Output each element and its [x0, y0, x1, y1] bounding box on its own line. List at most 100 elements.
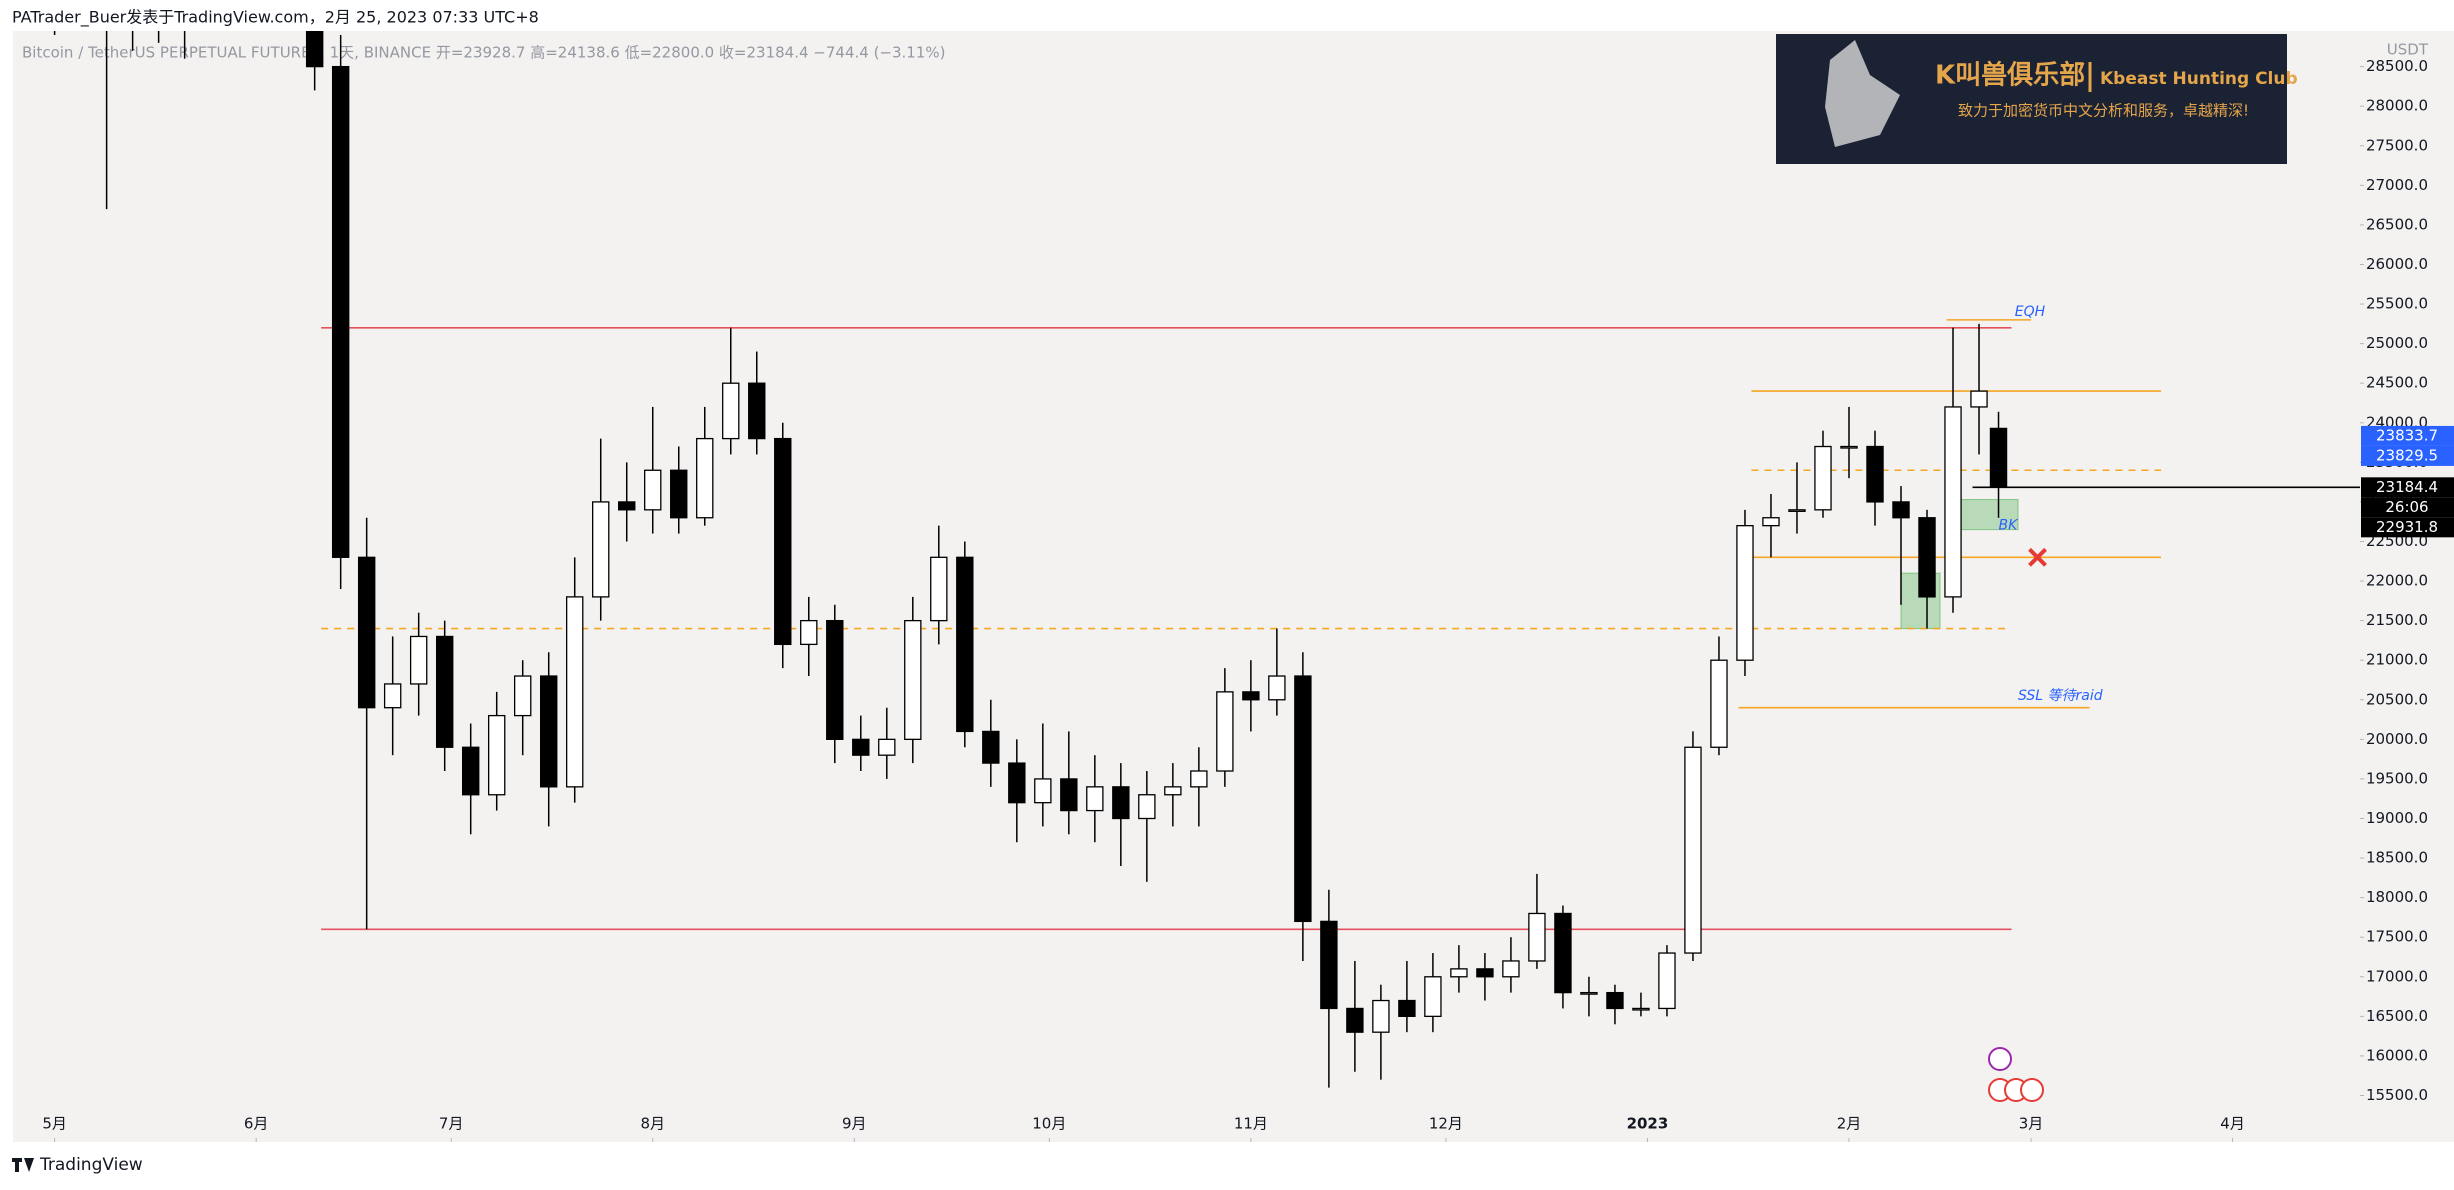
- legend: Bitcoin / TetherUS PERPETUAL FUTURES, 1天…: [22, 44, 946, 62]
- candle-body: [1684, 746, 1702, 954]
- candle-body: [1372, 999, 1390, 1033]
- y-tick-label: 20500.0: [2366, 690, 2428, 708]
- candle-body: [696, 437, 714, 519]
- candle-body: [1320, 920, 1338, 1010]
- x-tick-label: 7月: [439, 1115, 464, 1133]
- candle-body: [1632, 1007, 1650, 1011]
- y-tick-label: 28500.0: [2366, 57, 2428, 75]
- x-tick-label: 10月: [1032, 1115, 1066, 1133]
- candle-body: [47, 0, 63, 3]
- candle-body: [409, 635, 428, 685]
- annotation: EQH: [2015, 304, 2046, 320]
- x-tick-label: 9月: [842, 1115, 867, 1133]
- price-badge: [2361, 517, 2454, 538]
- candle-body: [487, 714, 506, 796]
- banner-logo: [1825, 40, 1900, 147]
- candle-body: [1840, 445, 1858, 449]
- candle-body: [1060, 778, 1078, 812]
- candle-body: [1736, 525, 1754, 661]
- candle-body: [748, 382, 766, 440]
- candle-body: [540, 675, 558, 788]
- price-badge-label: 23833.7: [2376, 426, 2438, 444]
- price-badge: [2361, 425, 2454, 446]
- candle-body: [1476, 968, 1494, 978]
- y-tick-label: 18000.0: [2366, 888, 2428, 906]
- candle-body: [1866, 445, 1884, 503]
- x-tick-label: 8月: [640, 1115, 665, 1133]
- candle-body: [1450, 968, 1468, 978]
- y-tick-label: 25500.0: [2366, 295, 2428, 313]
- y-tick-label: 22000.0: [2366, 572, 2428, 590]
- price-badge-label: 22931.8: [2376, 518, 2438, 536]
- x-tick-label: 2023: [1627, 1115, 1669, 1133]
- candle-body: [826, 619, 844, 740]
- candle-body: [1086, 786, 1104, 812]
- candle-body: [461, 746, 480, 796]
- candle-body: [982, 730, 1000, 764]
- candle-body: [1294, 675, 1312, 923]
- marker: [2028, 547, 2047, 567]
- candle-body: [722, 382, 740, 440]
- candle-body: [1658, 952, 1676, 1010]
- x-tick-label: 2月: [1837, 1115, 1862, 1133]
- banner-tagline: 致力于加密货币中文分析和服务，卓越精深!: [1958, 102, 2249, 120]
- plot: EQH SSL 等待raid BK: [47, 0, 2360, 1088]
- event-icons: [1988, 1047, 2044, 1102]
- header: PATrader_Buer发表于TradingView.com，2月 25, 2…: [12, 8, 539, 28]
- annotation: BK: [1999, 518, 2020, 534]
- candle-body: [566, 596, 584, 788]
- candle-body: [331, 65, 350, 558]
- y-tick-label: 16500.0: [2366, 1007, 2428, 1025]
- candle-body: [644, 469, 662, 511]
- candle-body: [435, 635, 454, 748]
- y-tick-label: 16000.0: [2366, 1046, 2428, 1064]
- candle-body: [1580, 991, 1598, 995]
- candle-body: [1138, 794, 1156, 820]
- candle-body: [1788, 509, 1806, 512]
- candle-body: [305, 31, 324, 68]
- candle-body: [1242, 691, 1260, 701]
- candle-body: [904, 619, 922, 740]
- candle-body: [1944, 406, 1962, 598]
- banner-subtitle: Kbeast Hunting Club: [2100, 69, 2298, 89]
- candle-body: [852, 738, 870, 756]
- candle-body: [1528, 912, 1546, 962]
- candle-body: [1424, 976, 1442, 1018]
- y-tick-label: 20000.0: [2366, 730, 2428, 748]
- y-tick-label: 27500.0: [2366, 136, 2428, 154]
- candle-body: [670, 469, 688, 519]
- y-tick-label: 27000.0: [2366, 176, 2428, 194]
- y-tick-label: 17000.0: [2366, 967, 2428, 985]
- candle-body: [1970, 390, 1988, 408]
- candle-body: [1918, 517, 1936, 598]
- y-tick-label: 26000.0: [2366, 255, 2428, 273]
- x-tick-label: 4月: [2220, 1115, 2245, 1133]
- event-icon: [2020, 1078, 2044, 1102]
- candle-body: [383, 683, 402, 709]
- banner: K叫兽俱乐部 Kbeast Hunting Club 致力于加密货币中文分析和服…: [1776, 34, 2298, 164]
- candle-body: [618, 501, 636, 511]
- candle-body: [1112, 786, 1130, 820]
- y-tick-label: 17500.0: [2366, 928, 2428, 946]
- y-tick-label: 21000.0: [2366, 651, 2428, 669]
- y-tick-label: 28000.0: [2366, 97, 2428, 115]
- candle-body: [1008, 762, 1026, 804]
- y-tick-label: 25000.0: [2366, 334, 2428, 352]
- y-tick-label: 15500.0: [2366, 1086, 2428, 1104]
- candle-body: [1346, 1007, 1364, 1033]
- x-tick-label: 12月: [1429, 1115, 1463, 1133]
- footer-logo: [12, 1158, 34, 1172]
- price-badge-label: 23829.5: [2376, 446, 2438, 464]
- candle-body: [1814, 445, 1832, 511]
- candle-body: [956, 556, 974, 733]
- candle-body: [73, 0, 89, 3]
- x-tick-label: 6月: [244, 1115, 269, 1133]
- plot-background: [13, 31, 2454, 1142]
- candle-body: [1034, 778, 1052, 804]
- candle-body: [513, 675, 532, 717]
- candle-body: [800, 619, 818, 646]
- candle-body: [1502, 960, 1520, 978]
- candle-body: [1554, 912, 1572, 994]
- banner-title: K叫兽俱乐部: [1935, 60, 2085, 91]
